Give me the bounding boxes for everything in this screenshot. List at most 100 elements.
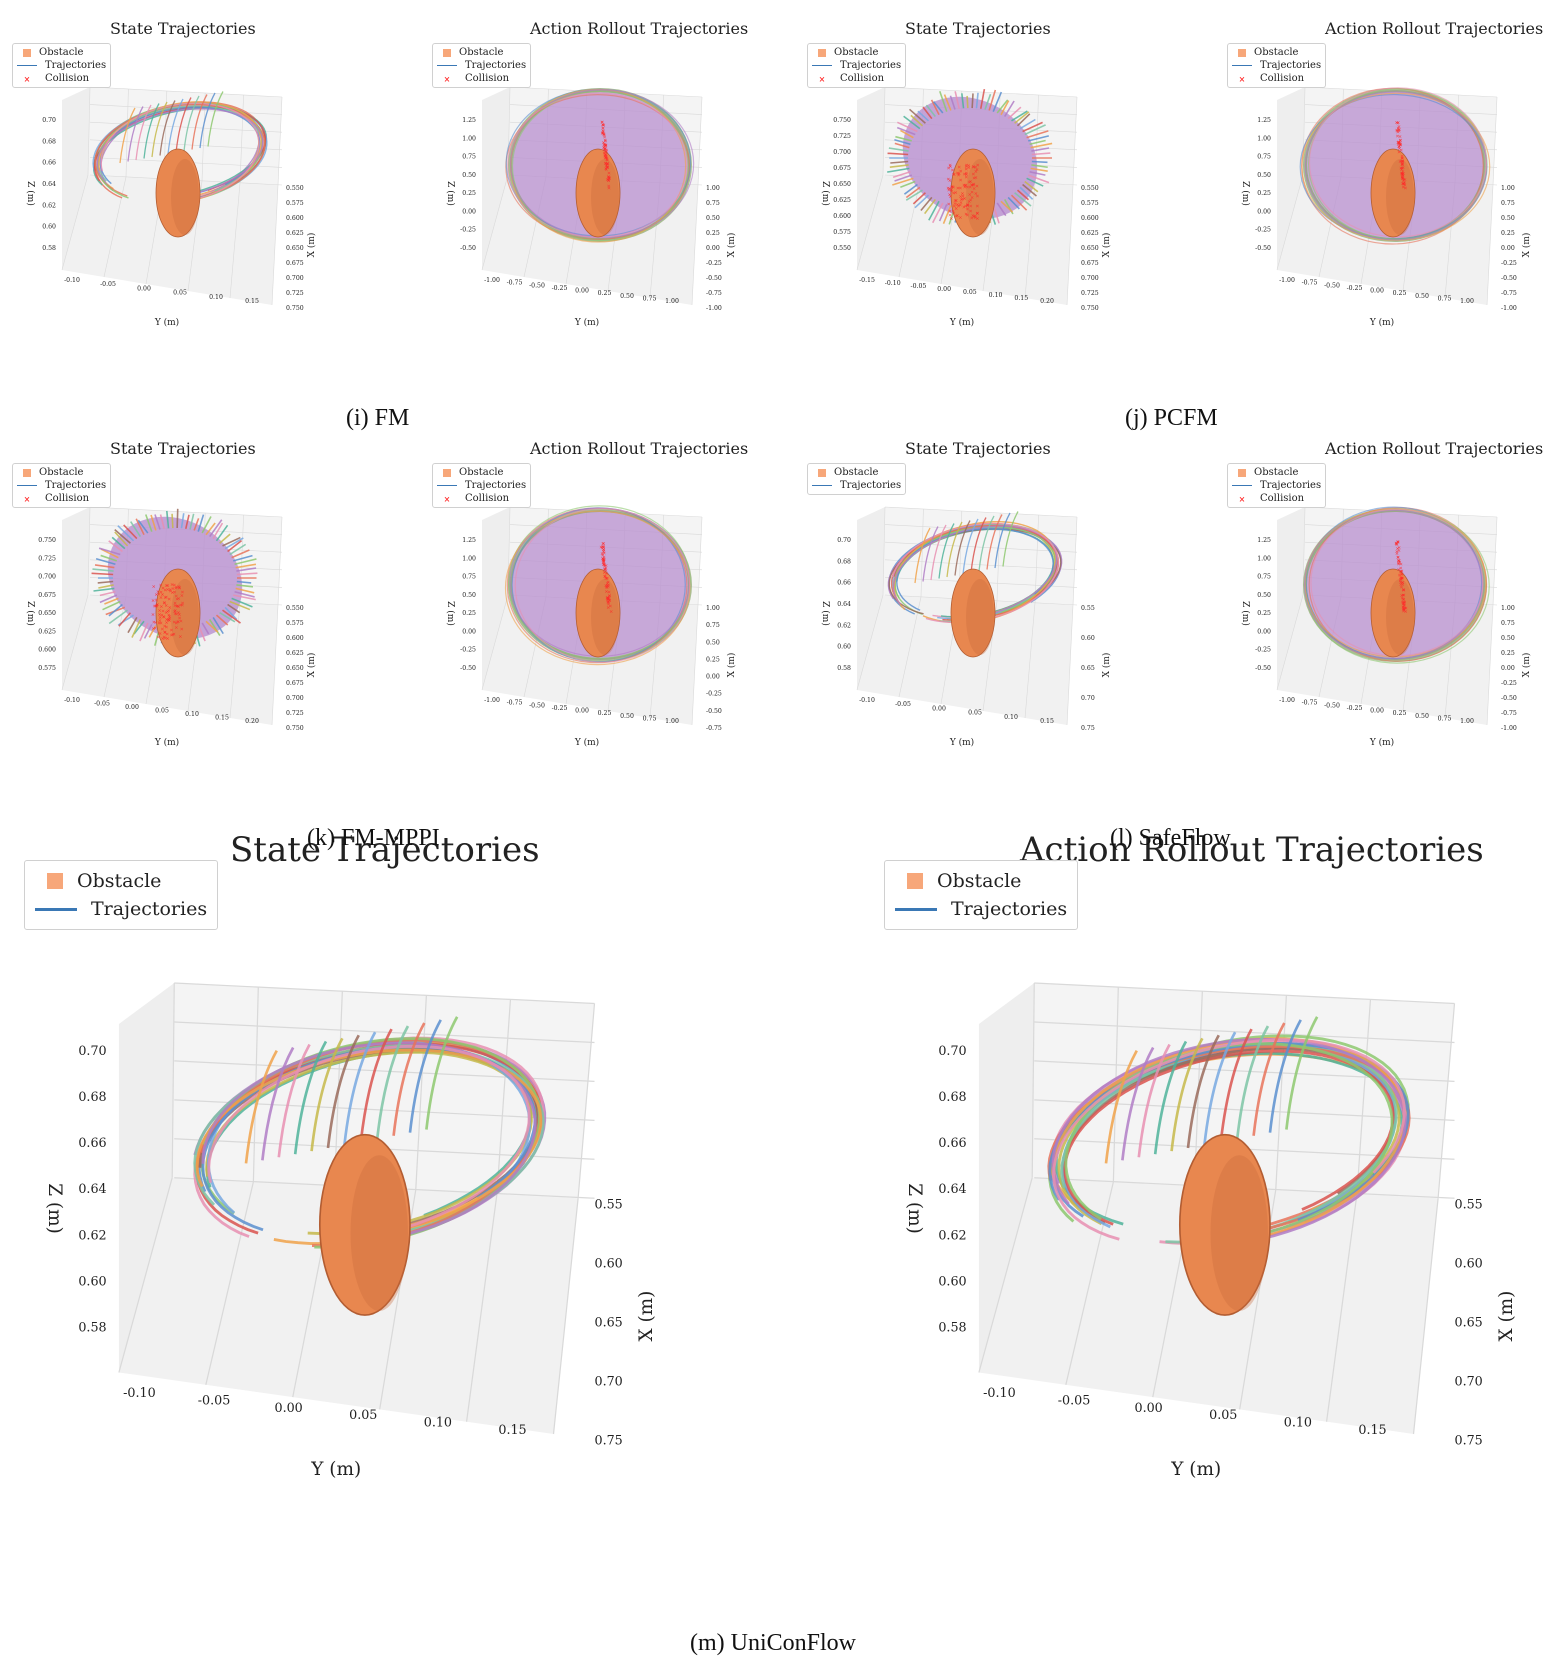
z-tick-label: 0.75: [1257, 574, 1271, 581]
y-tick-label: 0.05: [349, 1407, 377, 1422]
collision-marker: ×: [165, 631, 169, 637]
legend-label: Trajectories: [45, 480, 107, 491]
collision-marker: ×: [601, 128, 605, 134]
obstacle-ellipsoid: [1370, 148, 1416, 238]
collision-marker: ×: [1397, 558, 1401, 564]
collision-marker: ×: [602, 134, 606, 140]
legend-entry: × Collision: [437, 492, 526, 505]
collision-swatch: ×: [443, 73, 451, 84]
x-tick-label: 0.75: [1081, 725, 1095, 732]
collision-marker: ×: [173, 611, 177, 617]
collision-marker: ×: [599, 544, 603, 550]
trajectory-swatch: [812, 65, 832, 66]
trajectory-line: [236, 580, 252, 584]
grid-line: [1066, 604, 1074, 726]
collision-marker: ×: [161, 585, 165, 591]
collision-marker: ×: [959, 197, 963, 203]
collision-marker: ×: [604, 576, 608, 582]
trajectory-line: [219, 533, 231, 544]
obstacle-shading: [350, 1155, 408, 1311]
collision-marker: ×: [603, 152, 607, 158]
collision-marker: ×: [1402, 592, 1406, 598]
collision-marker: ×: [1401, 587, 1405, 593]
trajectory-line: [135, 104, 152, 161]
obstacle-ellipsoid: [575, 568, 621, 658]
collision-marker: ×: [974, 191, 978, 197]
collision-marker: ×: [602, 560, 606, 566]
collision-marker: ×: [1395, 128, 1399, 134]
trajectory-line: [139, 622, 149, 642]
chart-legend: Obstacle Trajectories × Collision: [1227, 463, 1327, 508]
trajectory-line: [942, 205, 952, 224]
y-tick-label: 0.15: [1040, 718, 1054, 725]
collision-marker: ×: [967, 180, 971, 186]
collision-marker: ×: [180, 602, 184, 608]
collision-marker: ×: [163, 629, 167, 635]
obstacle-ellipsoid: [950, 568, 996, 658]
z-tick-label: 0.00: [462, 208, 476, 215]
collision-marker: ×: [1397, 140, 1401, 146]
y-axis-label: Y (m): [574, 317, 599, 328]
collision-marker: ×: [1396, 130, 1400, 136]
collision-marker: ×: [161, 608, 165, 614]
y-tick-label: 0.75: [1438, 295, 1452, 302]
collision-marker: ×: [161, 614, 165, 620]
collision-marker: ×: [966, 203, 970, 209]
collision-marker: ×: [606, 600, 610, 606]
trajectory-line: [1186, 1034, 1220, 1149]
legend-label: Obstacle: [937, 870, 1022, 892]
trajectory-line: [159, 514, 166, 529]
floor-pane: [857, 595, 1073, 725]
x-axis-label: X (m): [1521, 233, 1532, 258]
panel-safeflow-action: Action Rollout Trajectories × × × × × × × × × × × × ×…: [1215, 435, 1548, 800]
collision-marker: ×: [1400, 159, 1404, 165]
collision-marker: ×: [964, 211, 968, 217]
trajectory-line: [970, 517, 987, 573]
x-tick-label: 0.650: [286, 665, 304, 672]
collision-marker: ×: [603, 155, 607, 161]
trajectory-line: [971, 93, 974, 109]
obstacle-shading: [591, 159, 619, 235]
collision-marker: ×: [158, 615, 162, 621]
legend-label: Trajectories: [840, 480, 902, 491]
y-axis-label: Y (m): [1369, 737, 1394, 748]
collision-swatch: ×: [23, 493, 31, 504]
x-tick-label: 0.55: [595, 1197, 623, 1212]
trajectory-line: [920, 196, 933, 211]
legend-entry: × Collision: [437, 72, 526, 85]
collision-marker: ×: [964, 174, 968, 180]
z-tick-label: 0.00: [1257, 208, 1271, 215]
x-tick-label: 0.600: [286, 215, 304, 222]
collision-marker: ×: [1397, 567, 1401, 573]
collision-marker: ×: [967, 163, 971, 169]
trajectory-line: [1026, 130, 1049, 139]
collision-swatch: ×: [818, 73, 826, 84]
collision-marker: ×: [603, 143, 607, 149]
collision-marker: ×: [1400, 155, 1404, 161]
collision-marker: ×: [1399, 165, 1403, 171]
collision-marker: ×: [1397, 128, 1401, 134]
grid-line: [89, 86, 283, 98]
collision-marker: ×: [604, 583, 608, 589]
collision-marker: ×: [160, 626, 164, 632]
obstacle-swatch: [23, 468, 31, 477]
trajectory-line: [949, 95, 956, 110]
y-tick-label: 0.50: [620, 713, 634, 720]
x-tick-label: -0.50: [706, 275, 722, 282]
collision-marker: ×: [167, 617, 171, 623]
trajectory-line: [171, 513, 174, 529]
z-tick-label: -0.25: [460, 227, 476, 234]
grid-line: [481, 174, 509, 271]
z-tick-label: 0.725: [833, 133, 851, 140]
y-tick-label: -0.10: [885, 280, 901, 287]
collision-marker: ×: [163, 624, 167, 630]
collision-marker: ×: [1399, 565, 1403, 571]
collision-marker: ×: [1399, 148, 1403, 154]
collision-marker: ×: [602, 150, 606, 156]
grid-line: [691, 184, 699, 306]
collision-marker: ×: [602, 132, 606, 138]
y-axis-label: Y (m): [154, 317, 179, 328]
collision-marker: ×: [1397, 141, 1401, 147]
y-tick-label: -0.50: [1324, 702, 1340, 709]
trajectory-line: [234, 558, 257, 565]
